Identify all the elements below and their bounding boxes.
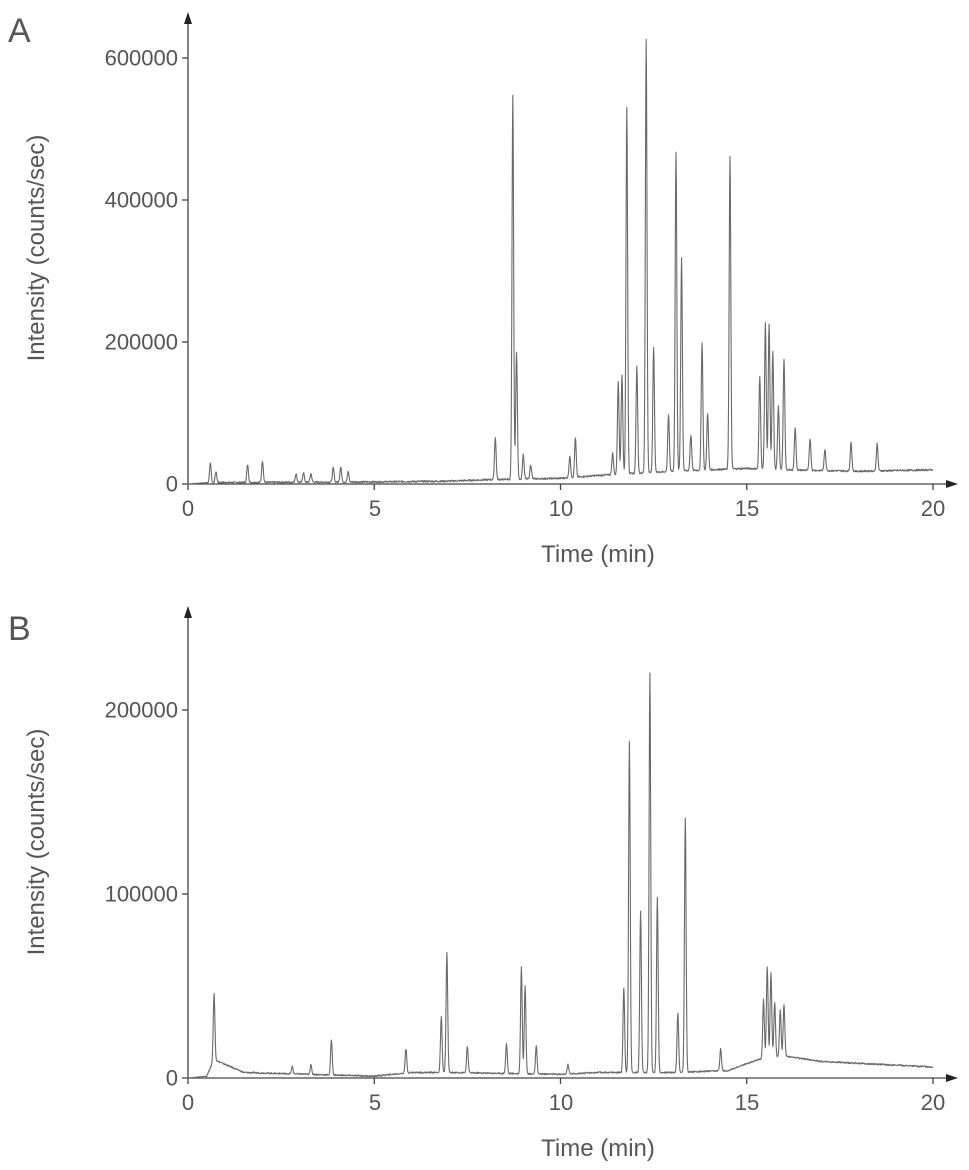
y-tick-label-b-0: 0	[166, 1066, 178, 1091]
x-tick-label-b-1: 5	[369, 1090, 381, 1115]
x-tick-label-a-1: 5	[369, 496, 381, 521]
x-axis-arrow-a	[946, 480, 958, 488]
x-tick-label-a-3: 15	[735, 496, 759, 521]
panel-letter-a: A	[8, 12, 31, 50]
chart-panel-b: B 0 100000 200000 0 5 10 15 20 Time (min…	[8, 606, 958, 1162]
tick-marks-b	[182, 709, 934, 1084]
x-tick-label-a-0: 0	[182, 496, 194, 521]
x-tick-label-b-4: 20	[921, 1090, 945, 1115]
x-axis-title-a: Time (min)	[541, 541, 655, 568]
chromatogram-trace-b	[187, 672, 934, 1079]
y-tick-label-b-2: 200000	[105, 698, 178, 723]
chromatogram-trace-a	[187, 38, 934, 485]
y-tick-label-a-2: 400000	[105, 188, 178, 213]
x-tick-label-b-2: 10	[549, 1090, 573, 1115]
x-tick-label-a-2: 10	[549, 496, 573, 521]
y-tick-label-a-1: 200000	[105, 330, 178, 355]
y-tick-label-b-1: 100000	[105, 882, 178, 907]
y-axis-arrow-a	[184, 12, 192, 24]
x-tick-label-b-3: 15	[735, 1090, 759, 1115]
x-axis-title-b: Time (min)	[541, 1135, 655, 1162]
y-tick-label-a-3: 600000	[105, 46, 178, 71]
x-axis-arrow-b	[946, 1074, 958, 1082]
y-tick-label-a-0: 0	[166, 472, 178, 497]
x-tick-label-b-0: 0	[182, 1090, 194, 1115]
y-axis-arrow-b	[184, 606, 192, 618]
tick-marks-a	[182, 57, 934, 490]
y-axis-title-b: Intensity (counts/sec)	[23, 729, 50, 956]
x-tick-label-a-4: 20	[921, 496, 945, 521]
panel-letter-b: B	[8, 610, 31, 648]
chart-panel-a: A 0 200000 400000 600000 0 5 10 15 20 Ti…	[8, 12, 958, 568]
y-axis-title-a: Intensity (counts/sec)	[23, 135, 50, 362]
